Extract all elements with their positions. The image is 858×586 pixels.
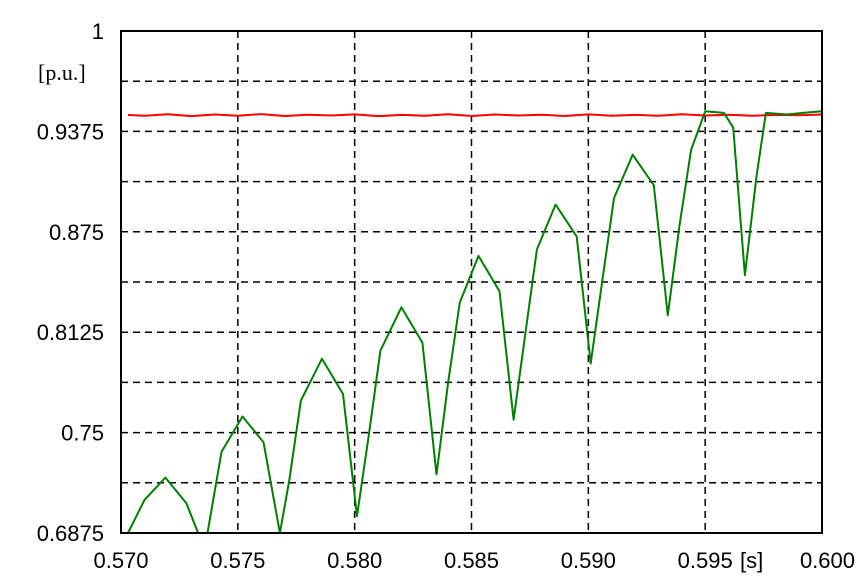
x-tick-label-3: 0.585 (444, 548, 499, 573)
x-tick-labels: 0.570 0.575 0.580 0.585 0.590 0.595 0.600 (93, 548, 855, 573)
x-axis-unit-label: [s] (740, 548, 763, 573)
series-line-1 (127, 110, 823, 534)
y-tick-label-0: 0.6875 (37, 521, 104, 546)
y-tick-labels: 0.6875 0.75 0.8125 0.875 0.9375 1 (37, 19, 104, 546)
y-tick-label-2: 0.8125 (37, 320, 104, 345)
y-axis-unit-label: [p.u.] (38, 60, 86, 85)
plot-frame (120, 30, 823, 534)
series-layer (127, 110, 823, 534)
x-tick-label-0: 0.570 (93, 548, 148, 573)
grid (121, 31, 822, 533)
x-tick-label-1: 0.575 (210, 548, 265, 573)
series-line-0 (127, 113, 823, 118)
y-tick-label-5: 1 (92, 19, 104, 44)
x-tick-label-5: 0.595 (678, 548, 733, 573)
y-tick-label-1: 0.75 (61, 421, 104, 446)
y-tick-label-4: 0.9375 (37, 119, 104, 144)
x-tick-label-2: 0.580 (327, 548, 382, 573)
y-tick-label-3: 0.875 (49, 220, 104, 245)
x-tick-label-4: 0.590 (561, 548, 616, 573)
x-tick-label-6: 0.600 (800, 548, 855, 573)
